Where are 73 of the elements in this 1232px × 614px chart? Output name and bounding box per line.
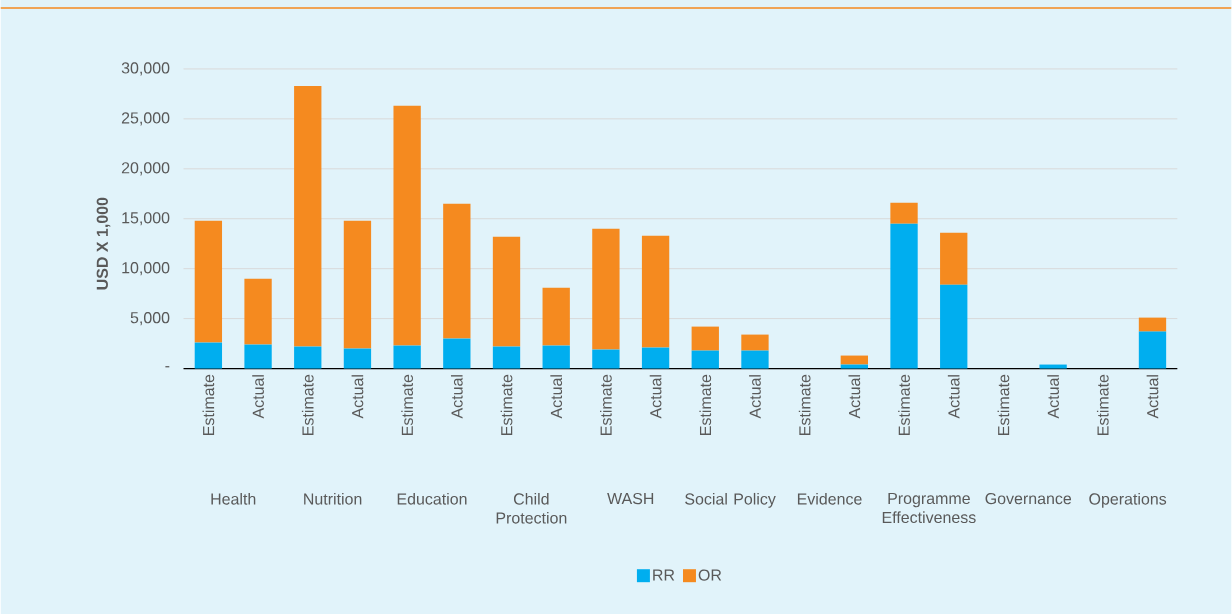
x-tick-label: Actual <box>450 375 463 419</box>
x-tick-label: Estimate <box>301 374 314 435</box>
bar <box>1039 364 1067 369</box>
bar <box>443 338 471 369</box>
x-tick-label: Estimate <box>500 374 513 435</box>
bar <box>691 326 719 351</box>
text: Programme Effectiveness <box>882 492 976 523</box>
x-tick-label: Actual <box>550 375 563 419</box>
bar <box>542 345 570 369</box>
y-tick-label: - <box>165 365 170 368</box>
text: Governance <box>985 492 1072 505</box>
text: Child Protection <box>496 492 567 524</box>
bar <box>294 346 322 369</box>
bar <box>194 342 223 369</box>
bar <box>492 236 521 347</box>
bar <box>940 232 968 285</box>
bar <box>244 278 272 345</box>
x-tick-label: Estimate <box>798 374 811 435</box>
bar <box>592 228 620 350</box>
x-tick-label: Estimate <box>997 374 1010 435</box>
x-tick-label: Estimate <box>699 374 712 435</box>
bar <box>1138 317 1167 332</box>
bar <box>194 220 223 343</box>
bar <box>343 220 372 349</box>
x-tick-label: Actual <box>1047 375 1059 419</box>
bar <box>890 223 918 369</box>
bar <box>890 202 918 224</box>
bar <box>691 350 719 369</box>
bar <box>542 287 570 346</box>
x-tick-label: Estimate <box>1096 374 1109 435</box>
x-tick-label: Actual <box>848 375 861 419</box>
y-tick-label: 10,000 <box>122 261 170 276</box>
bar <box>492 346 521 369</box>
bar <box>940 284 968 369</box>
x-tick-label: Estimate <box>202 374 215 435</box>
bar <box>294 85 322 347</box>
text: Education <box>397 492 467 505</box>
x-tick-label: Actual <box>749 375 761 419</box>
text: Health <box>211 492 256 505</box>
legend-label: OR <box>698 569 722 581</box>
bar <box>592 349 620 369</box>
y-tick-label: 25,000 <box>121 112 170 126</box>
y-tick-label: 5,000 <box>130 311 170 326</box>
y-tick-label: 20,000 <box>121 162 170 176</box>
bar <box>393 105 421 346</box>
x-tick-label: Actual <box>351 375 364 419</box>
text: Nutrition <box>304 492 362 505</box>
y-tick-label: 15,000 <box>122 212 170 226</box>
text: Social Policy <box>685 492 776 508</box>
x-tick-label: Estimate <box>401 374 413 435</box>
bar <box>741 350 769 369</box>
y-axis-title: USD X 1,000 <box>96 197 111 290</box>
bar <box>641 347 670 369</box>
text: WASH <box>607 492 654 505</box>
bar <box>443 203 471 339</box>
text: Operations <box>1089 492 1167 508</box>
text: Evidence <box>797 492 862 505</box>
bar <box>741 334 769 351</box>
x-tick-label: Actual <box>1146 375 1159 419</box>
x-tick-label: Actual <box>947 375 960 419</box>
bar <box>840 364 869 369</box>
bar <box>641 235 670 348</box>
bar <box>1138 331 1167 369</box>
x-tick-label: Estimate <box>600 374 612 435</box>
bar <box>244 344 272 369</box>
x-tick-label: Actual <box>649 375 662 419</box>
x-tick-label: Estimate <box>898 374 910 435</box>
bar <box>840 355 869 365</box>
bar <box>393 345 421 369</box>
x-tick-label: Actual <box>252 375 264 419</box>
bar <box>343 348 372 369</box>
legend-label: RR <box>653 569 675 581</box>
y-tick-label: 30,000 <box>121 62 170 76</box>
